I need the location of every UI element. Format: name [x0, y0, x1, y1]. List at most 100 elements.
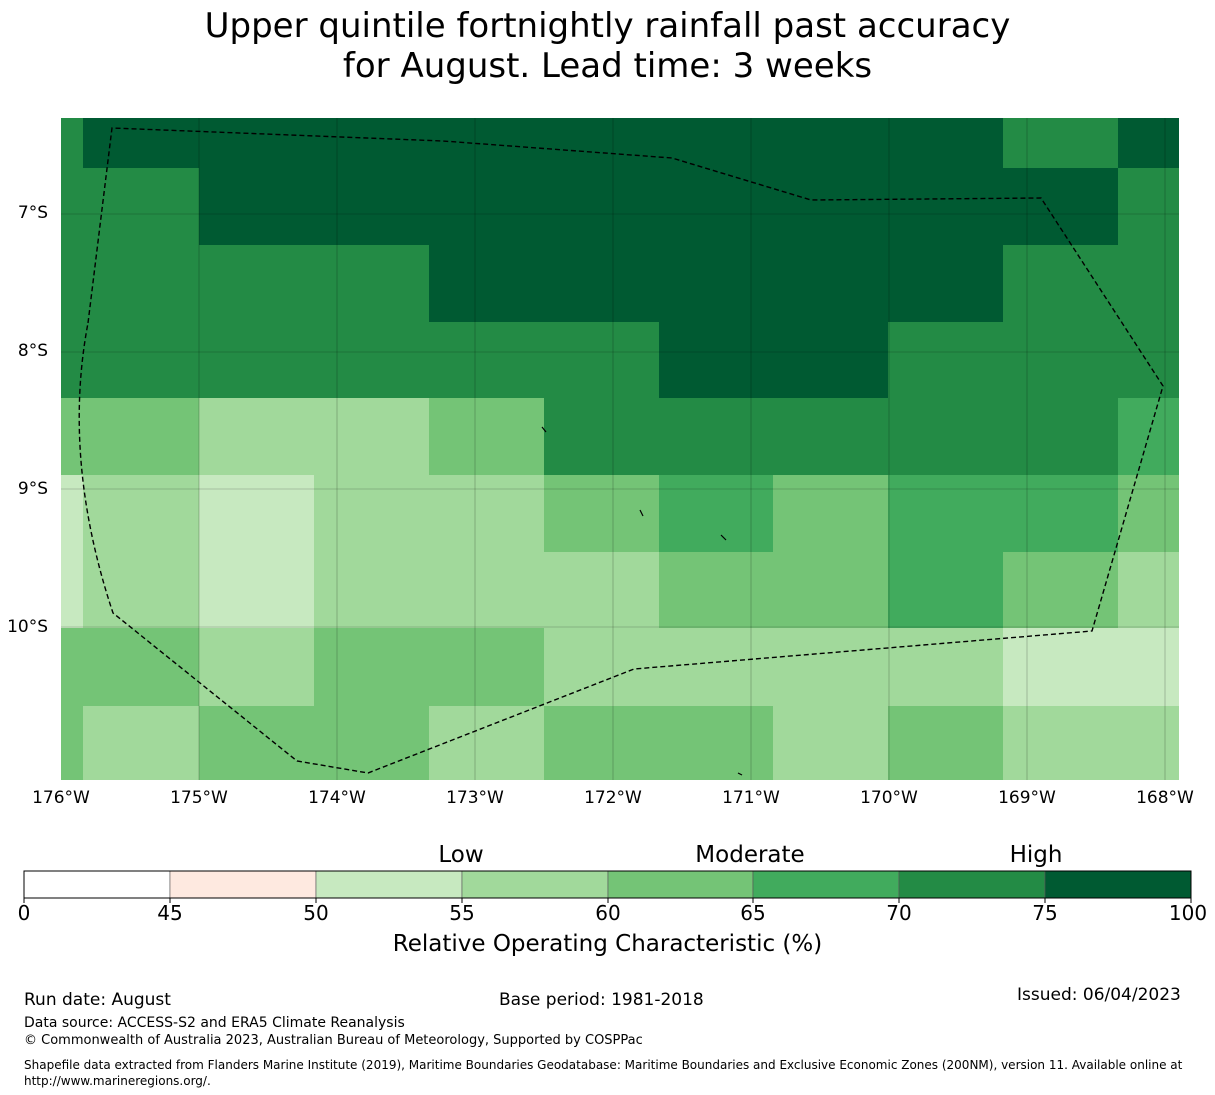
grid-cell — [429, 168, 544, 245]
grid-cell — [199, 118, 314, 168]
grid-cell — [659, 706, 773, 780]
grid-cell — [83, 322, 199, 398]
graticule — [61, 118, 1179, 780]
grid-cell — [61, 706, 83, 780]
grid-cell — [429, 706, 544, 780]
grid-cell — [314, 118, 429, 168]
title-line-2: for August. Lead time: 3 weeks — [342, 46, 873, 86]
grid-cell — [659, 245, 773, 322]
grid-cell — [83, 245, 199, 322]
grid-cell — [544, 168, 659, 245]
category-moderate: Moderate — [695, 842, 805, 868]
colorbar-title: Relative Operating Characteristic (%) — [392, 931, 823, 957]
grid-cell — [773, 475, 888, 552]
grid-cell — [1003, 322, 1118, 398]
grid-cell — [888, 245, 1003, 322]
grid-cell — [61, 475, 83, 552]
issued-date: Issued: 06/04/2023 — [1017, 985, 1181, 1005]
grid-cell — [1003, 398, 1118, 475]
grid-cell — [199, 245, 314, 322]
grid-cell — [314, 168, 429, 245]
grid-cell — [429, 628, 544, 706]
grid-cell — [83, 628, 199, 706]
colorbar-tick: 55 — [449, 901, 475, 925]
grid-cell — [61, 118, 83, 168]
lon-label: 174°W — [308, 788, 366, 808]
category-low: Low — [438, 842, 484, 868]
grid-cell — [544, 552, 659, 628]
grid-cell — [314, 706, 429, 780]
colorbar-tick: 60 — [595, 901, 621, 925]
island — [639, 509, 644, 517]
grid-cell — [1118, 628, 1179, 706]
lon-label: 169°W — [998, 788, 1056, 808]
colorbar-tick: 100 — [1168, 901, 1208, 925]
grid-cell — [888, 552, 1003, 628]
grid-cell — [83, 398, 199, 475]
grid-cell — [544, 628, 659, 706]
grid-cell — [199, 322, 314, 398]
grid-cell — [83, 706, 199, 780]
island — [720, 534, 727, 541]
grid-cell — [773, 118, 888, 168]
grid-cell — [544, 475, 659, 552]
grid-cell — [1118, 118, 1179, 168]
lon-label: 168°W — [1136, 788, 1194, 808]
colorbar-tick: 70 — [886, 901, 912, 925]
grid-cell — [429, 245, 544, 322]
grid-cell — [1003, 118, 1118, 168]
map-title: Upper quintile fortnightly rainfall past… — [0, 6, 1215, 86]
lat-label: 7°S — [17, 203, 48, 223]
grid-cell — [61, 322, 83, 398]
lon-label: 175°W — [170, 788, 228, 808]
grid-cell — [314, 552, 429, 628]
grid-cell — [199, 552, 314, 628]
colorbar-tick: 0 — [17, 901, 31, 925]
grid-cell — [1118, 168, 1179, 245]
colorbar-segment — [898, 870, 1046, 899]
grid-cell — [773, 552, 888, 628]
shapefile-credit: Shapefile data extracted from Flanders M… — [24, 1058, 1183, 1088]
lon-label: 176°W — [32, 788, 90, 808]
grid-cell — [773, 168, 888, 245]
grid-cell — [314, 628, 429, 706]
grid-cell — [888, 628, 1003, 706]
grid-cell — [773, 245, 888, 322]
grid-cell — [199, 706, 314, 780]
run-date: Run date: August — [24, 990, 171, 1010]
colorbar-segment — [461, 870, 609, 899]
grid-cell — [659, 322, 773, 398]
grid-cell — [544, 706, 659, 780]
category-high: High — [1009, 842, 1063, 868]
grid-cell — [83, 475, 199, 552]
title-line-1: Upper quintile fortnightly rainfall past… — [204, 6, 1011, 46]
grid-cell — [199, 475, 314, 552]
grid-cell — [773, 322, 888, 398]
grid-cell — [888, 706, 1003, 780]
grid-cell — [659, 552, 773, 628]
grid-cell — [659, 398, 773, 475]
colorbar-tick: 45 — [157, 901, 183, 925]
grid-cell — [1003, 245, 1118, 322]
grid-cell — [888, 118, 1003, 168]
grid-cell — [773, 706, 888, 780]
lat-label: 10°S — [7, 617, 48, 637]
lat-label: 8°S — [17, 341, 48, 361]
grid-cell — [773, 628, 888, 706]
grid-cell — [429, 322, 544, 398]
grid-cell — [888, 322, 1003, 398]
eez-boundary — [78, 127, 1164, 774]
grid-cell — [544, 398, 659, 475]
colorbar-segment — [607, 870, 754, 899]
grid-cell — [199, 398, 314, 475]
grid-cell — [544, 245, 659, 322]
colorbar-tick: 50 — [303, 901, 329, 925]
grid-cell — [1003, 706, 1118, 780]
lon-label: 171°W — [722, 788, 780, 808]
copyright: © Commonwealth of Australia 2023, Austra… — [24, 1033, 643, 1048]
colorbar-tick: 75 — [1032, 901, 1058, 925]
grid-cell — [83, 552, 199, 628]
lon-label: 172°W — [584, 788, 642, 808]
grid-cell — [888, 398, 1003, 475]
grid-cell — [888, 168, 1003, 245]
